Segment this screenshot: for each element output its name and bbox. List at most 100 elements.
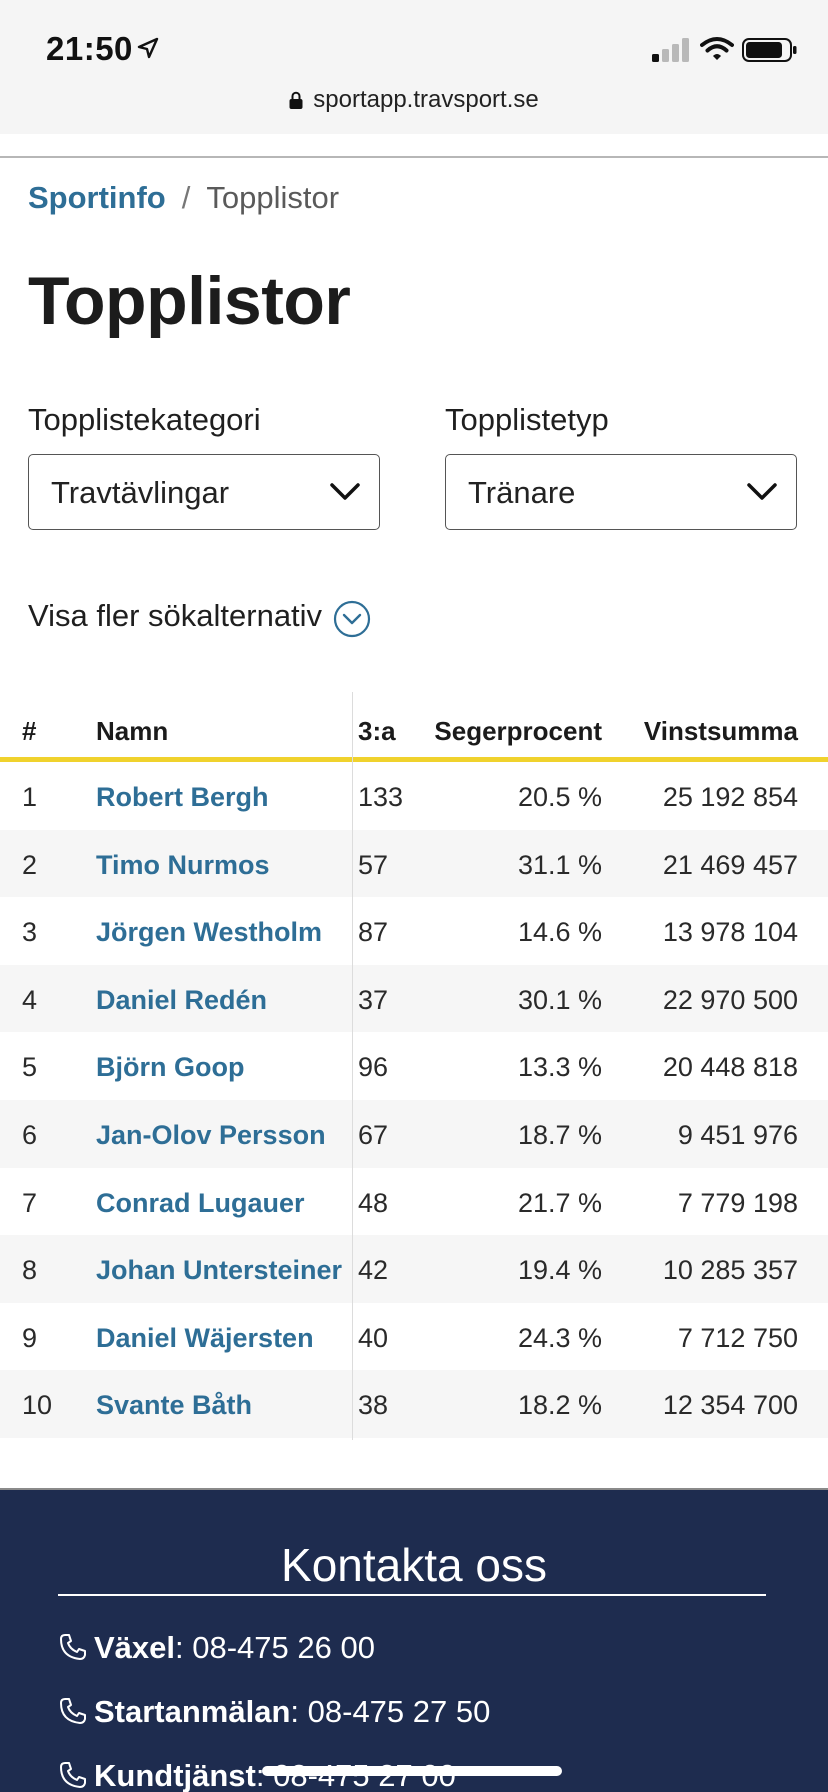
trainer-link[interactable]: Timo Nurmos	[96, 849, 270, 880]
chevron-down-icon	[747, 483, 777, 500]
cell-prize-money: 25 192 854	[662, 782, 798, 812]
breadcrumb-link-sportinfo[interactable]: Sportinfo	[28, 180, 166, 215]
cell-prize-money: 21 469 457	[662, 849, 798, 880]
phone-icon	[60, 1698, 86, 1724]
cell-third: 67	[358, 1119, 389, 1150]
category-label: Topplistekategori	[28, 402, 261, 437]
phone-icon	[60, 1634, 86, 1660]
contact-number: 08-475 27 50	[307, 1694, 491, 1729]
cell-prize-money: 7 779 198	[677, 1187, 798, 1218]
cell-win-percent: 18.2 %	[517, 1390, 602, 1421]
cell-win-percent: 13.3 %	[517, 1052, 602, 1083]
cell-rank: 9	[22, 1322, 38, 1353]
browser-status-bar: 21:50 sportapp.travsport.se	[0, 0, 828, 134]
cell-win-percent: 21.7 %	[517, 1187, 602, 1218]
status-time: 21:50	[46, 30, 133, 67]
cell-rank: 2	[22, 849, 38, 880]
url-text: sportapp.travsport.se	[313, 86, 539, 113]
trainer-link[interactable]: Jan-Olov Persson	[96, 1119, 326, 1150]
location-arrow-icon	[137, 37, 159, 59]
cell-win-percent: 14.6 %	[517, 917, 602, 948]
trainer-link[interactable]: Björn Goop	[96, 1052, 245, 1083]
toplist-table: # Namn 3:a Segerprocent Vinstsumma 1 Rob…	[0, 692, 828, 1438]
trainer-link[interactable]: Daniel Wäjersten	[96, 1322, 314, 1353]
cellular-signal-icon	[652, 38, 689, 62]
trainer-link[interactable]: Johan Untersteiner	[96, 1255, 343, 1286]
table-row: 2 Timo Nurmos 57 31.1 % 21 469 457	[0, 829, 828, 898]
cell-prize-money: 22 970 500	[662, 984, 798, 1015]
cell-prize-money: 10 285 357	[662, 1255, 798, 1286]
column-header-third[interactable]: 3:a	[358, 716, 396, 746]
type-select[interactable]: Tränare	[445, 454, 797, 530]
phone-icon	[60, 1762, 86, 1788]
table-header: # Namn 3:a Segerprocent Vinstsumma	[0, 692, 828, 762]
column-header-rank[interactable]: #	[22, 716, 37, 746]
footer-divider	[58, 1594, 766, 1596]
cell-rank: 5	[22, 1052, 38, 1083]
cell-rank: 10	[22, 1390, 53, 1421]
contact-number: 08-475 26 00	[192, 1630, 375, 1665]
breadcrumb-current: Topplistor	[206, 180, 340, 215]
cell-third: 133	[358, 782, 404, 812]
cell-win-percent: 24.3 %	[517, 1322, 602, 1353]
cell-third: 37	[358, 984, 389, 1015]
divider	[0, 156, 828, 158]
trainer-link[interactable]: Jörgen Westholm	[96, 917, 323, 948]
cell-win-percent: 18.7 %	[517, 1119, 602, 1150]
trainer-link[interactable]: Conrad Lugauer	[96, 1187, 305, 1218]
contact-label: Växel	[94, 1630, 176, 1665]
cell-win-percent: 20.5 %	[517, 782, 602, 812]
cell-third: 48	[358, 1187, 389, 1218]
trainer-link[interactable]: Svante Båth	[96, 1390, 253, 1421]
contact-switchboard[interactable]: Växel: 08-475 26 00	[58, 1630, 375, 1666]
cell-prize-money: 12 354 700	[662, 1390, 798, 1421]
cell-rank: 8	[22, 1255, 38, 1286]
cell-third: 87	[358, 917, 389, 948]
table-row: 6 Jan-Olov Persson 67 18.7 % 9 451 976	[0, 1099, 828, 1168]
table-row: 1 Robert Bergh 133 20.5 % 25 192 854	[0, 762, 828, 830]
cell-third: 96	[358, 1052, 389, 1083]
cell-win-percent: 31.1 %	[517, 849, 602, 880]
category-select[interactable]: Travtävlingar	[28, 454, 380, 530]
address-bar[interactable]: sportapp.travsport.se	[0, 86, 828, 114]
home-indicator[interactable]	[262, 1766, 562, 1776]
more-search-options-toggle[interactable]: Visa fler sökalternativ	[28, 598, 323, 633]
cell-rank: 4	[22, 984, 38, 1015]
contact-footer: Kontakta oss Växel: 08-475 26 00 Startan…	[0, 1490, 828, 1792]
type-label: Topplistetyp	[445, 402, 609, 437]
cell-third: 57	[358, 849, 389, 880]
column-header-name[interactable]: Namn	[96, 716, 169, 746]
breadcrumb-separator: /	[181, 180, 191, 215]
battery-icon	[742, 38, 797, 62]
sticky-column-divider	[352, 692, 353, 1440]
breadcrumb: Sportinfo / Topplistor	[28, 180, 339, 216]
column-header-prize-money[interactable]: Vinstsumma	[643, 716, 798, 746]
table-row: 8 Johan Untersteiner 42 19.4 % 10 285 35…	[0, 1235, 828, 1303]
cell-rank: 1	[22, 782, 38, 812]
table-row: 10 Svante Båth 38 18.2 % 12 354 700	[0, 1370, 828, 1438]
cell-rank: 3	[22, 917, 38, 948]
wifi-icon	[700, 37, 734, 60]
lock-icon	[289, 91, 303, 109]
contact-label: Kundtjänst	[94, 1758, 256, 1792]
page-title: Topplistor	[28, 263, 351, 339]
column-header-win-percent[interactable]: Segerprocent	[434, 716, 602, 746]
cell-rank: 7	[22, 1187, 38, 1218]
trainer-link[interactable]: Robert Bergh	[96, 782, 269, 812]
footer-title: Kontakta oss	[281, 1539, 547, 1591]
cell-third: 40	[358, 1322, 389, 1353]
trainer-link[interactable]: Daniel Redén	[96, 984, 268, 1015]
cell-prize-money: 20 448 818	[662, 1052, 798, 1083]
cell-third: 42	[358, 1255, 389, 1286]
cell-win-percent: 19.4 %	[517, 1255, 602, 1286]
cell-win-percent: 30.1 %	[517, 984, 602, 1015]
expand-circle-icon[interactable]	[333, 600, 371, 638]
table-row: 4 Daniel Redén 37 30.1 % 22 970 500	[0, 964, 828, 1033]
table-row: 3 Jörgen Westholm 87 14.6 % 13 978 104	[0, 897, 828, 965]
table-row: 9 Daniel Wäjersten 40 24.3 % 7 712 750	[0, 1303, 828, 1371]
contact-start-registration[interactable]: Startanmälan: 08-475 27 50	[58, 1694, 490, 1730]
type-select-value: Tränare	[468, 475, 576, 510]
cell-prize-money: 7 712 750	[677, 1322, 798, 1353]
table-row: 7 Conrad Lugauer 48 21.7 % 7 779 198	[0, 1168, 828, 1236]
divider	[0, 1488, 828, 1490]
